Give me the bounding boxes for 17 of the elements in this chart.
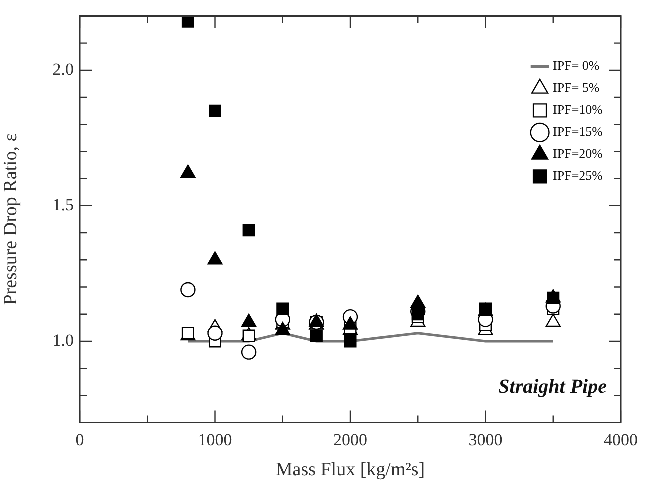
y-axis-title: Pressure Drop Ratio, ε [0, 134, 22, 306]
legend-label: IPF=10% [553, 102, 604, 118]
legend-label: IPF= 5% [553, 80, 600, 96]
x-tick-label: 0 [76, 430, 84, 450]
x-tick-label: 1000 [198, 430, 232, 450]
legend-label: IPF=25% [553, 168, 604, 184]
y-tick-label: 2.0 [52, 60, 74, 79]
legend-label: IPF=15% [553, 124, 604, 140]
legend-label: IPF= 0% [553, 58, 600, 74]
y-tick-label: 1.5 [52, 195, 74, 214]
x-axis-title: Mass Flux [kg/m²s] [276, 460, 426, 481]
y-tick-label: 1.0 [52, 330, 74, 350]
x-tick-label: 4000 [604, 430, 638, 450]
annotation: Straight Pipe [498, 376, 608, 398]
x-tick-label: 2000 [334, 430, 368, 450]
legend-label: IPF=20% [553, 146, 604, 162]
x-tick-label: 3000 [468, 430, 503, 450]
